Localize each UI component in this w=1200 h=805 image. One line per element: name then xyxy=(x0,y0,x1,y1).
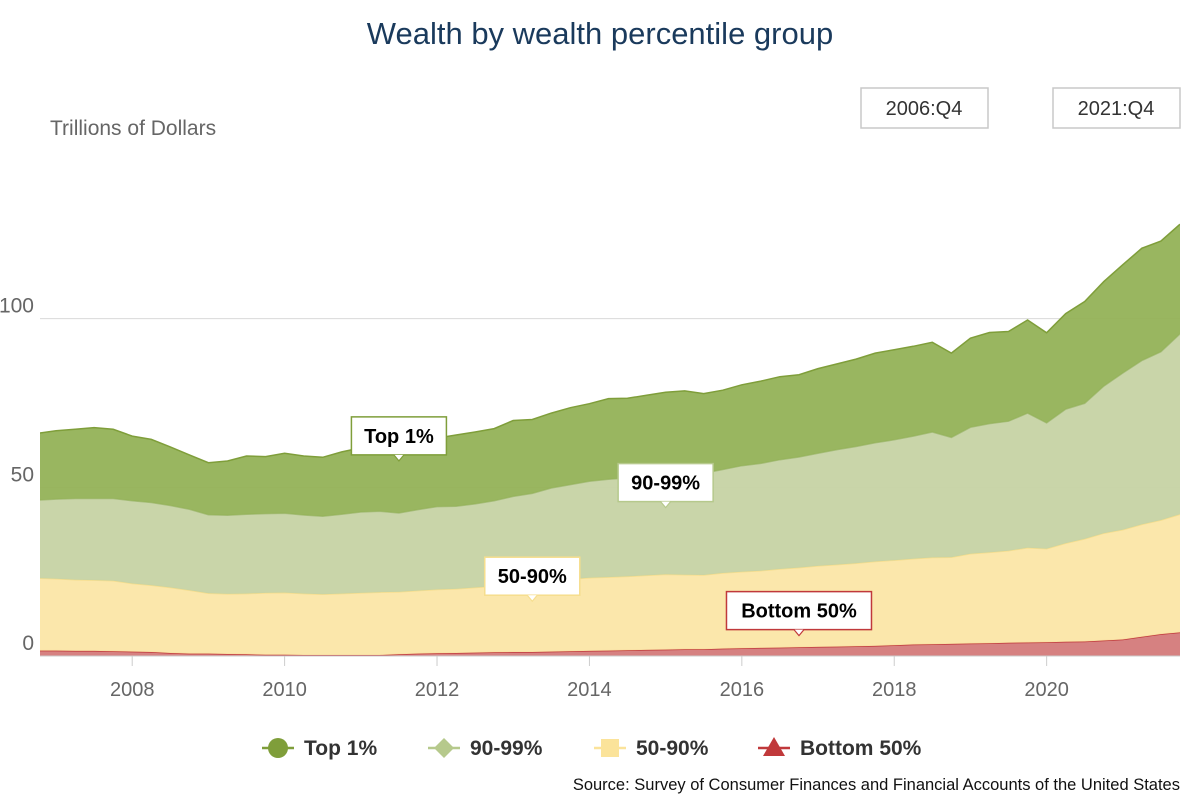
area-bottom-50[interactable] xyxy=(37,632,1180,656)
legend-item-bottom-50[interactable]: Bottom 50% xyxy=(758,737,922,760)
x-tick-label-5: 2018 xyxy=(872,679,917,701)
annotation-top-1: Top 1% xyxy=(350,416,448,462)
legend-label-90-99: 90-99% xyxy=(470,737,543,760)
range-button-start[interactable]: 2006:Q4 xyxy=(860,87,989,129)
x-tick-label-2: 2012 xyxy=(415,679,460,701)
series-annotations: Top 1% 90-99% 50-90% Bottom 50% xyxy=(350,416,873,637)
source-note: Source: Survey of Consumer Finances and … xyxy=(573,776,1180,794)
legend-square-icon xyxy=(601,739,619,757)
annotation-90-99: 90-99% xyxy=(617,462,714,509)
range-button-end[interactable]: 2021:Q4 xyxy=(1052,87,1181,129)
line-top-1 xyxy=(40,223,1180,464)
annotation-label-top-1: Top 1% xyxy=(364,426,434,448)
x-tick-label-0: 2008 xyxy=(110,679,155,701)
chart-title: Wealth by wealth percentile group xyxy=(367,16,833,51)
legend-label-bottom-50: Bottom 50% xyxy=(800,737,922,760)
legend-item-90-99[interactable]: 90-99% xyxy=(428,737,543,760)
x-tick-label-6: 2020 xyxy=(1024,679,1069,701)
range-button-start-label: 2006:Q4 xyxy=(886,98,963,120)
legend-label-top-1: Top 1% xyxy=(304,737,377,760)
y-axis-ticks: 0 50 100 xyxy=(0,295,34,655)
annotation-50-90: 50-90% xyxy=(484,556,581,603)
legend-triangle-icon xyxy=(763,737,785,756)
y-axis-label: Trillions of Dollars xyxy=(50,117,216,140)
area-50-90[interactable] xyxy=(37,514,1180,655)
legend: Top 1% 90-99% 50-90% Bottom 50% xyxy=(262,737,922,760)
x-tick-label-3: 2014 xyxy=(567,679,612,701)
x-tick-label-4: 2016 xyxy=(720,679,765,701)
x-tick-label-1: 2010 xyxy=(262,679,307,701)
y-tick-label-1: 50 xyxy=(11,463,34,486)
legend-circle-icon xyxy=(268,738,288,758)
range-button-end-label: 2021:Q4 xyxy=(1078,98,1155,120)
legend-item-50-90[interactable]: 50-90% xyxy=(594,737,709,760)
legend-label-50-90: 50-90% xyxy=(636,737,709,760)
annotation-bottom-50: Bottom 50% xyxy=(725,590,873,637)
y-tick-label-0: 0 xyxy=(22,632,34,655)
annotation-label-bottom-50: Bottom 50% xyxy=(741,601,857,623)
area-90-99[interactable] xyxy=(37,333,1180,595)
plot-areas xyxy=(37,223,1180,656)
legend-item-top-1[interactable]: Top 1% xyxy=(262,737,377,760)
area-top-1[interactable] xyxy=(37,224,1180,517)
legend-diamond-icon xyxy=(434,738,454,758)
y-tick-label-2: 100 xyxy=(0,295,34,318)
annotation-label-50-90: 50-90% xyxy=(498,566,567,588)
annotation-label-90-99: 90-99% xyxy=(631,473,700,495)
x-axis-ticks: 2008 2010 2012 2014 2016 2018 2020 xyxy=(40,655,1180,701)
